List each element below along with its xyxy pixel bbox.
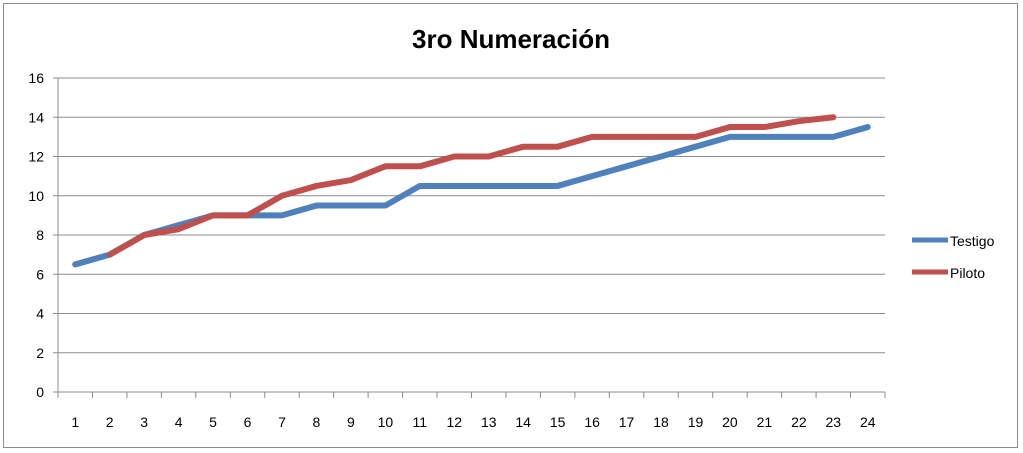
x-tick-label: 8 [313,414,321,430]
legend-label-piloto: Piloto [950,265,985,281]
x-tick-label: 2 [106,414,114,430]
x-tick-label: 14 [515,414,531,430]
x-tick-label: 1 [71,414,79,430]
x-tick-label: 22 [791,414,807,430]
legend-label-testigo: Testigo [950,233,995,249]
y-tick-label: 14 [28,109,44,125]
x-tick-label: 11 [413,414,428,430]
y-tick-label: 8 [36,227,44,243]
y-tick-label: 2 [36,345,44,361]
x-tick-label: 10 [378,414,394,430]
y-tick-label: 16 [28,70,44,86]
legend: Testigo Piloto [912,233,995,281]
y-tick-label: 4 [36,306,44,322]
x-tick-label: 13 [481,414,497,430]
grid-lines [58,77,885,354]
x-tick-label: 23 [826,414,842,430]
x-tick-label: 7 [278,414,286,430]
chart-title: 3ro Numeración [412,24,610,54]
y-tick-label: 0 [36,384,44,400]
x-tick-label: 6 [244,414,252,430]
y-tick-label: 6 [36,266,44,282]
x-tick-label: 19 [688,414,704,430]
x-tick-label: 5 [209,414,217,430]
series-lines [72,114,871,268]
x-tick-label: 17 [619,414,635,430]
x-tick-label: 9 [347,414,355,430]
x-tick-label: 16 [584,414,600,430]
y-tick-label: 10 [28,188,44,204]
x-tick-label: 20 [722,414,738,430]
x-tick-label: 12 [446,414,462,430]
y-tick-label: 12 [28,149,44,165]
x-tick-label: 21 [757,414,773,430]
x-tick-label: 15 [550,414,566,430]
series-line-piloto [106,114,837,258]
x-tick-label: 18 [653,414,669,430]
x-tick-label: 3 [140,414,148,430]
x-tick-label: 24 [860,414,876,430]
x-tick-label: 4 [175,414,183,430]
